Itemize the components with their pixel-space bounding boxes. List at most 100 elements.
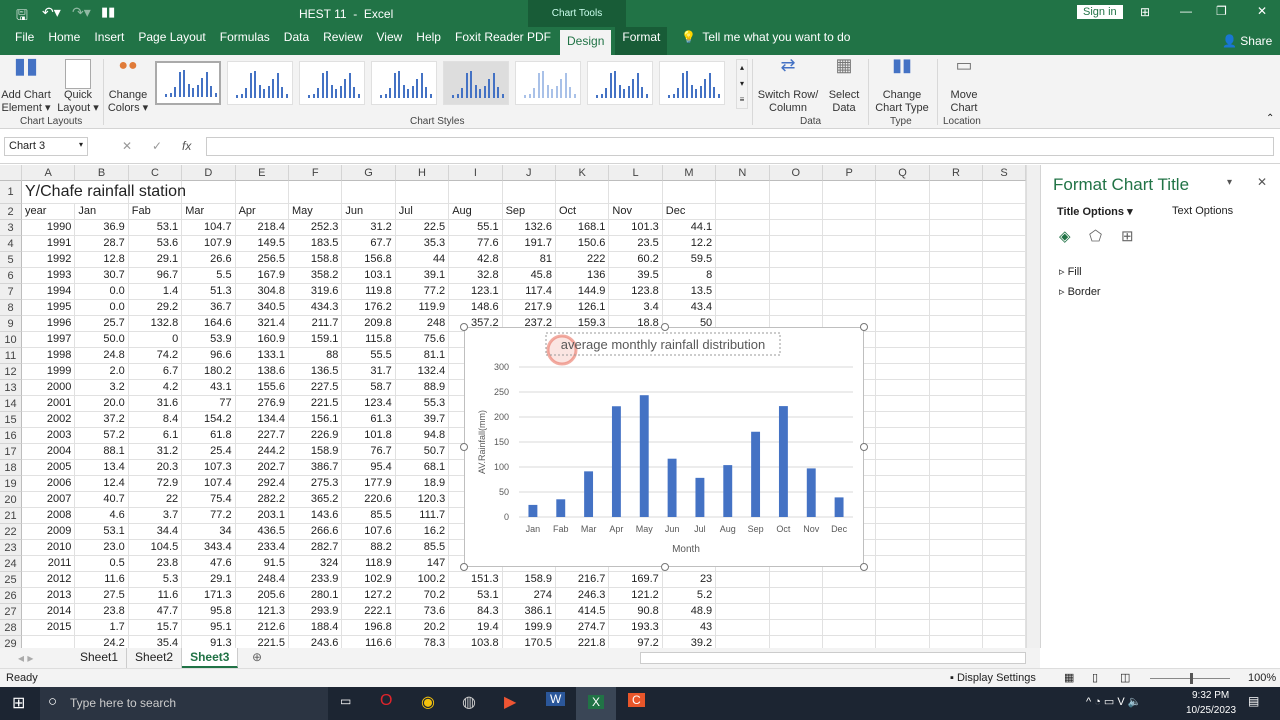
cell-E22[interactable]: 436.5 (235, 524, 289, 540)
cell-O26[interactable] (769, 588, 823, 604)
cell-E29[interactable]: 221.5 (236, 636, 289, 648)
cell-C23[interactable]: 104.5 (128, 540, 183, 556)
chart-style-7[interactable] (587, 61, 653, 105)
cell-M3[interactable]: 44.1 (662, 220, 717, 236)
cell-N29[interactable] (716, 636, 770, 648)
cell-F21[interactable]: 143.6 (289, 508, 343, 524)
cell-K6[interactable]: 136 (556, 268, 610, 284)
cell-M1[interactable] (662, 181, 717, 204)
cell-R1[interactable] (929, 181, 984, 204)
cell-S24[interactable] (983, 556, 1026, 572)
cell-Q15[interactable] (876, 412, 930, 428)
cell-G20[interactable]: 220.6 (342, 492, 396, 508)
cell-K29[interactable]: 221.8 (556, 636, 610, 648)
cell-B15[interactable]: 37.2 (75, 412, 129, 428)
tab-insert[interactable]: Insert (94, 30, 125, 44)
cell-B18[interactable]: 13.4 (75, 460, 129, 476)
cell-F2[interactable]: May (289, 204, 343, 220)
cell-G8[interactable]: 176.2 (342, 300, 396, 316)
cell-E4[interactable]: 149.5 (235, 236, 289, 252)
cell-F1[interactable] (289, 181, 343, 204)
cell-C28[interactable]: 15.7 (128, 620, 183, 636)
cell-S20[interactable] (983, 492, 1026, 508)
cell-Q27[interactable] (876, 604, 930, 620)
cell-A28[interactable]: 2015 (22, 620, 76, 636)
cell-R10[interactable] (929, 332, 984, 348)
cell-C3[interactable]: 53.1 (128, 220, 183, 236)
cell-A17[interactable]: 2004 (22, 444, 76, 460)
cell-N2[interactable] (716, 204, 770, 220)
cell-S27[interactable] (983, 604, 1026, 620)
cell-K5[interactable]: 222 (556, 252, 610, 268)
cell-E19[interactable]: 292.4 (235, 476, 289, 492)
cell-I5[interactable]: 42.8 (449, 252, 503, 268)
cell-C8[interactable]: 29.2 (128, 300, 183, 316)
cell-C1[interactable] (128, 181, 183, 204)
sheet-tab-sheet3[interactable]: Sheet3 (182, 648, 239, 668)
cell-J7[interactable]: 117.4 (502, 284, 556, 300)
cell-L25[interactable]: 169.7 (609, 572, 663, 588)
cell-D29[interactable]: 91.3 (182, 636, 236, 648)
cell-Q19[interactable] (876, 476, 930, 492)
cell-A5[interactable]: 1992 (22, 252, 76, 268)
cell-F5[interactable]: 158.8 (289, 252, 343, 268)
switch-row-column-button[interactable]: ⇄ Switch Row/Column (755, 56, 821, 115)
cell-C21[interactable]: 3.7 (128, 508, 183, 524)
cell-E7[interactable]: 304.8 (235, 284, 289, 300)
cell-A12[interactable]: 1999 (22, 364, 76, 380)
cell-E3[interactable]: 218.4 (235, 220, 289, 236)
tab-design[interactable]: Design (560, 30, 612, 55)
cell-P26[interactable] (823, 588, 877, 604)
cell-F13[interactable]: 227.5 (289, 380, 343, 396)
row-header[interactable]: 21 (0, 508, 22, 524)
cell-O1[interactable] (769, 181, 823, 204)
sign-in-button[interactable]: Sign in (1077, 5, 1123, 19)
cell-R24[interactable] (929, 556, 984, 572)
cell-H20[interactable]: 120.3 (395, 492, 450, 508)
cell-L1[interactable] (609, 181, 663, 204)
cell-C27[interactable]: 47.7 (128, 604, 183, 620)
cell-H18[interactable]: 68.1 (395, 460, 450, 476)
row-header[interactable]: 11 (0, 348, 22, 364)
cell-S18[interactable] (983, 460, 1026, 476)
cell-G28[interactable]: 196.8 (342, 620, 396, 636)
fill-line-icon[interactable]: ◈ (1059, 228, 1071, 245)
cell-G22[interactable]: 107.6 (342, 524, 396, 540)
cell-P5[interactable] (823, 252, 877, 268)
cell-O27[interactable] (769, 604, 823, 620)
cell-L4[interactable]: 23.5 (609, 236, 663, 252)
cell-F6[interactable]: 358.2 (289, 268, 343, 284)
cell-G9[interactable]: 209.8 (342, 316, 396, 332)
cell-H4[interactable]: 35.3 (395, 236, 450, 252)
cell-M4[interactable]: 12.2 (662, 236, 717, 252)
cell-A26[interactable]: 2013 (22, 588, 76, 604)
cell-A7[interactable]: 1994 (22, 284, 76, 300)
cell-S28[interactable] (983, 620, 1026, 636)
cell-M6[interactable]: 8 (662, 268, 717, 284)
cell-R5[interactable] (929, 252, 984, 268)
cell-J27[interactable]: 386.1 (502, 604, 556, 620)
row-header[interactable]: 1 (0, 181, 22, 204)
cell-C16[interactable]: 6.1 (128, 428, 183, 444)
cell-C18[interactable]: 20.3 (128, 460, 183, 476)
cell-A2[interactable]: year (22, 204, 76, 220)
cell-A25[interactable]: 2012 (22, 572, 76, 588)
cell-Q8[interactable] (876, 300, 930, 316)
cell-E21[interactable]: 203.1 (235, 508, 289, 524)
cell-D17[interactable]: 25.4 (182, 444, 236, 460)
enter-icon[interactable]: ✓ (152, 139, 163, 153)
cell-J3[interactable]: 132.6 (502, 220, 556, 236)
cell-D11[interactable]: 96.6 (182, 348, 236, 364)
cell-E23[interactable]: 233.4 (235, 540, 289, 556)
size-properties-icon[interactable]: ⊞ (1121, 228, 1134, 245)
cell-D14[interactable]: 77 (182, 396, 236, 412)
cell-C29[interactable]: 35.4 (129, 636, 183, 648)
cell-M28[interactable]: 43 (662, 620, 717, 636)
row-header[interactable]: 5 (0, 252, 22, 268)
cell-A22[interactable]: 2009 (22, 524, 76, 540)
cell-P2[interactable] (823, 204, 877, 220)
cell-P24[interactable] (823, 556, 877, 572)
pane-options-icon[interactable]: ▾ (1227, 177, 1233, 188)
cell-G3[interactable]: 31.2 (342, 220, 396, 236)
opera-icon[interactable]: O (380, 692, 393, 709)
